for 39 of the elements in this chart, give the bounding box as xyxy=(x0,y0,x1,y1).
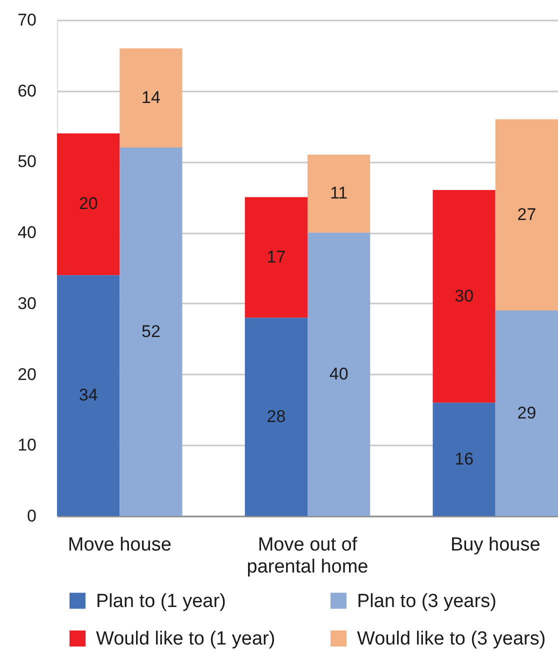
bar xyxy=(432,190,496,403)
data-label: 40 xyxy=(329,364,348,384)
data-label: 20 xyxy=(78,194,98,214)
legend-label: Plan to (1 year) xyxy=(96,590,226,612)
bar xyxy=(120,48,182,148)
y-tick-label: 30 xyxy=(18,294,36,313)
legend-label: Would like to (3 years) xyxy=(357,628,546,650)
x-tick-label: Move out of parental home xyxy=(246,534,368,578)
bar xyxy=(120,148,182,516)
bar xyxy=(432,402,496,516)
legend-label: Plan to (3 years) xyxy=(357,590,496,612)
x-tick-label: Move house xyxy=(68,534,172,556)
bar xyxy=(57,133,120,276)
y-tick-label: 70 xyxy=(18,10,36,30)
y-tick-label: 60 xyxy=(18,81,36,100)
bar xyxy=(308,232,370,516)
bar xyxy=(495,310,558,516)
data-label: 30 xyxy=(454,286,474,306)
data-label: 17 xyxy=(266,247,286,266)
bar xyxy=(244,318,308,516)
data-label: 52 xyxy=(141,322,160,341)
x-tick-label: Buy house xyxy=(450,534,540,556)
data-label: 16 xyxy=(454,449,474,468)
data-label: 14 xyxy=(141,88,160,107)
bar xyxy=(308,154,370,233)
y-tick-label: 10 xyxy=(18,436,36,455)
bar xyxy=(495,119,558,311)
data-label: 29 xyxy=(517,403,536,422)
y-tick-label: 40 xyxy=(18,223,36,242)
y-tick-label: 50 xyxy=(18,152,36,172)
y-tick-label: 0 xyxy=(27,506,36,526)
bar xyxy=(57,275,120,516)
bar xyxy=(244,197,308,318)
data-label: 28 xyxy=(266,406,286,426)
data-label: 11 xyxy=(330,184,348,203)
legend-label: Would like to (1 year) xyxy=(96,628,276,650)
data-label: 34 xyxy=(78,386,98,405)
y-tick-label: 20 xyxy=(18,364,36,384)
data-label: 27 xyxy=(517,204,536,224)
